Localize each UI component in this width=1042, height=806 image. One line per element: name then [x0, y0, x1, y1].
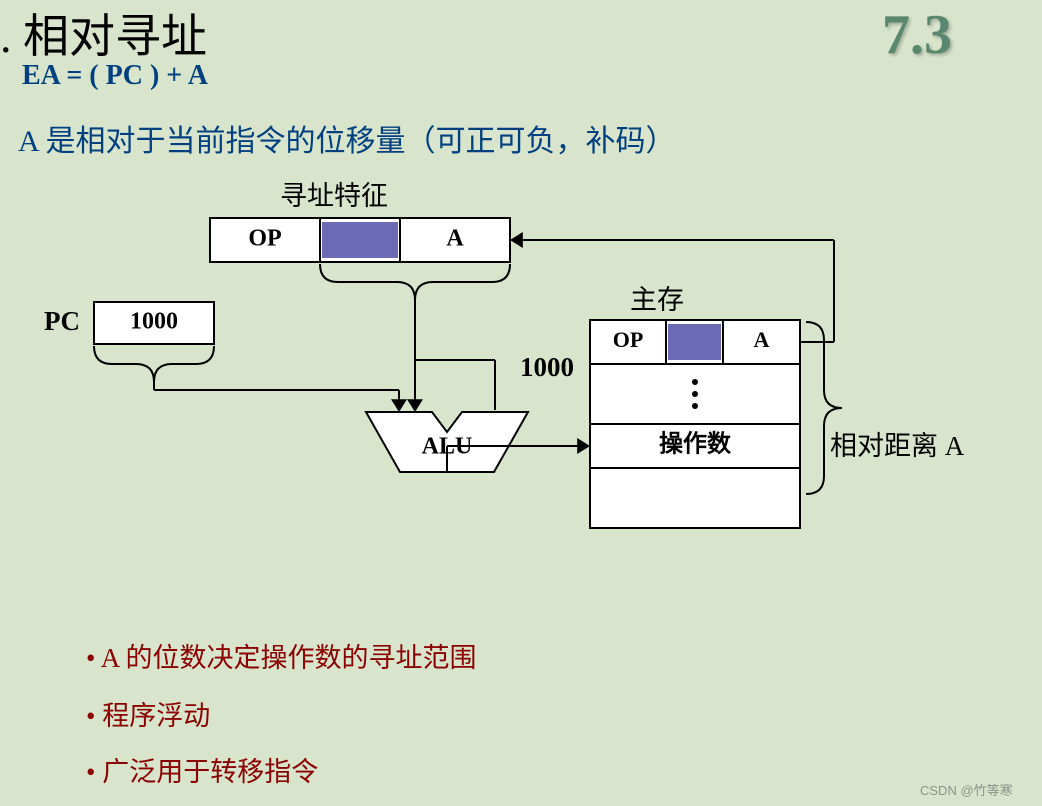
svg-text:OP: OP	[248, 226, 281, 252]
svg-text:1000: 1000	[130, 309, 178, 335]
svg-text:A: A	[754, 327, 770, 352]
svg-text:OP: OP	[613, 327, 644, 352]
diagram-svg: OPA1000ALUOPA操作数	[0, 0, 1042, 806]
svg-text:A: A	[446, 226, 464, 252]
svg-text:操作数: 操作数	[659, 431, 732, 458]
